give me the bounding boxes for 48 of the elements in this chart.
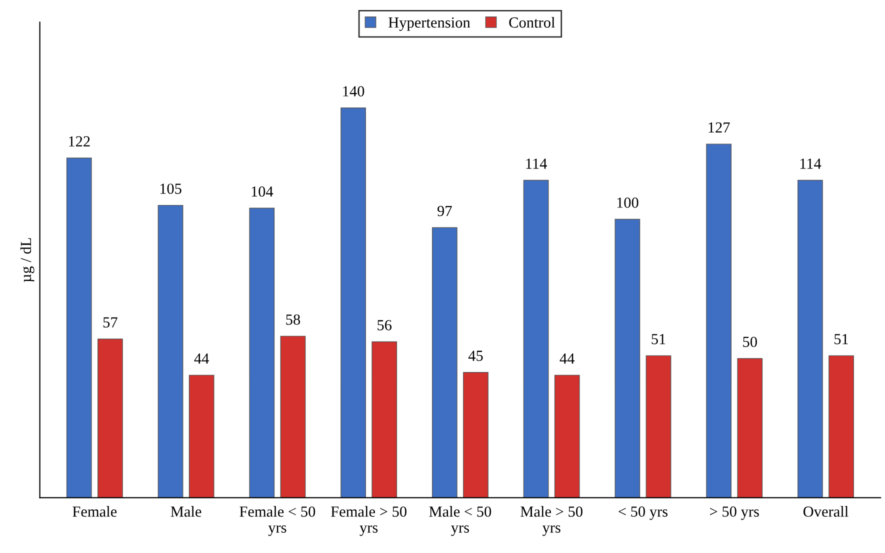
bar xyxy=(737,358,763,498)
bar xyxy=(646,355,672,498)
bar xyxy=(158,204,184,498)
y-axis-title: µg / dL xyxy=(20,238,34,282)
x-tick-label: < 50 yrs xyxy=(618,506,668,520)
bar xyxy=(523,180,549,498)
bar xyxy=(828,355,854,498)
data-label: 45 xyxy=(468,350,483,361)
data-label: 97 xyxy=(438,206,452,216)
data-label: 114 xyxy=(800,158,822,169)
data-label: 57 xyxy=(103,317,118,328)
data-label: 44 xyxy=(560,354,575,364)
x-tick-label: Female < 50 yrs xyxy=(240,506,316,536)
x-tick-label: Female xyxy=(72,506,117,517)
data-label: 44 xyxy=(194,354,209,364)
data-label: 140 xyxy=(343,86,364,96)
bar xyxy=(798,180,823,498)
bar xyxy=(340,108,366,498)
bar xyxy=(280,336,306,498)
bar xyxy=(706,144,732,498)
x-tick-label: Male < 50 yrs xyxy=(429,506,492,536)
bar xyxy=(463,372,488,498)
bar xyxy=(372,341,398,498)
bar xyxy=(188,374,214,498)
data-label: 104 xyxy=(252,186,274,197)
x-tick-label: > 50 yrs xyxy=(710,506,759,520)
data-label: 100 xyxy=(617,198,638,208)
bar xyxy=(98,338,123,498)
bar xyxy=(554,374,580,498)
bar xyxy=(249,208,275,498)
x-tick-label: Female > 50 yrs xyxy=(331,506,406,536)
legend-label: Control xyxy=(509,16,555,28)
x-tick-label: Male > 50 yrs xyxy=(520,506,582,536)
x-tick-label: Male xyxy=(170,506,202,517)
x-tick-label: Overall xyxy=(803,506,848,517)
data-label: 50 xyxy=(743,336,757,348)
data-label: 51 xyxy=(652,334,666,344)
data-label: 51 xyxy=(834,334,848,344)
legend-label: Hypertension xyxy=(388,17,470,31)
data-label: 58 xyxy=(286,314,300,325)
data-label: 127 xyxy=(708,122,730,132)
data-label: 56 xyxy=(378,320,392,330)
bar xyxy=(432,227,458,498)
data-label: 122 xyxy=(69,136,90,146)
data-label: 105 xyxy=(160,184,182,194)
data-label: 114 xyxy=(526,158,547,169)
bar xyxy=(614,218,640,498)
bar xyxy=(66,158,92,498)
